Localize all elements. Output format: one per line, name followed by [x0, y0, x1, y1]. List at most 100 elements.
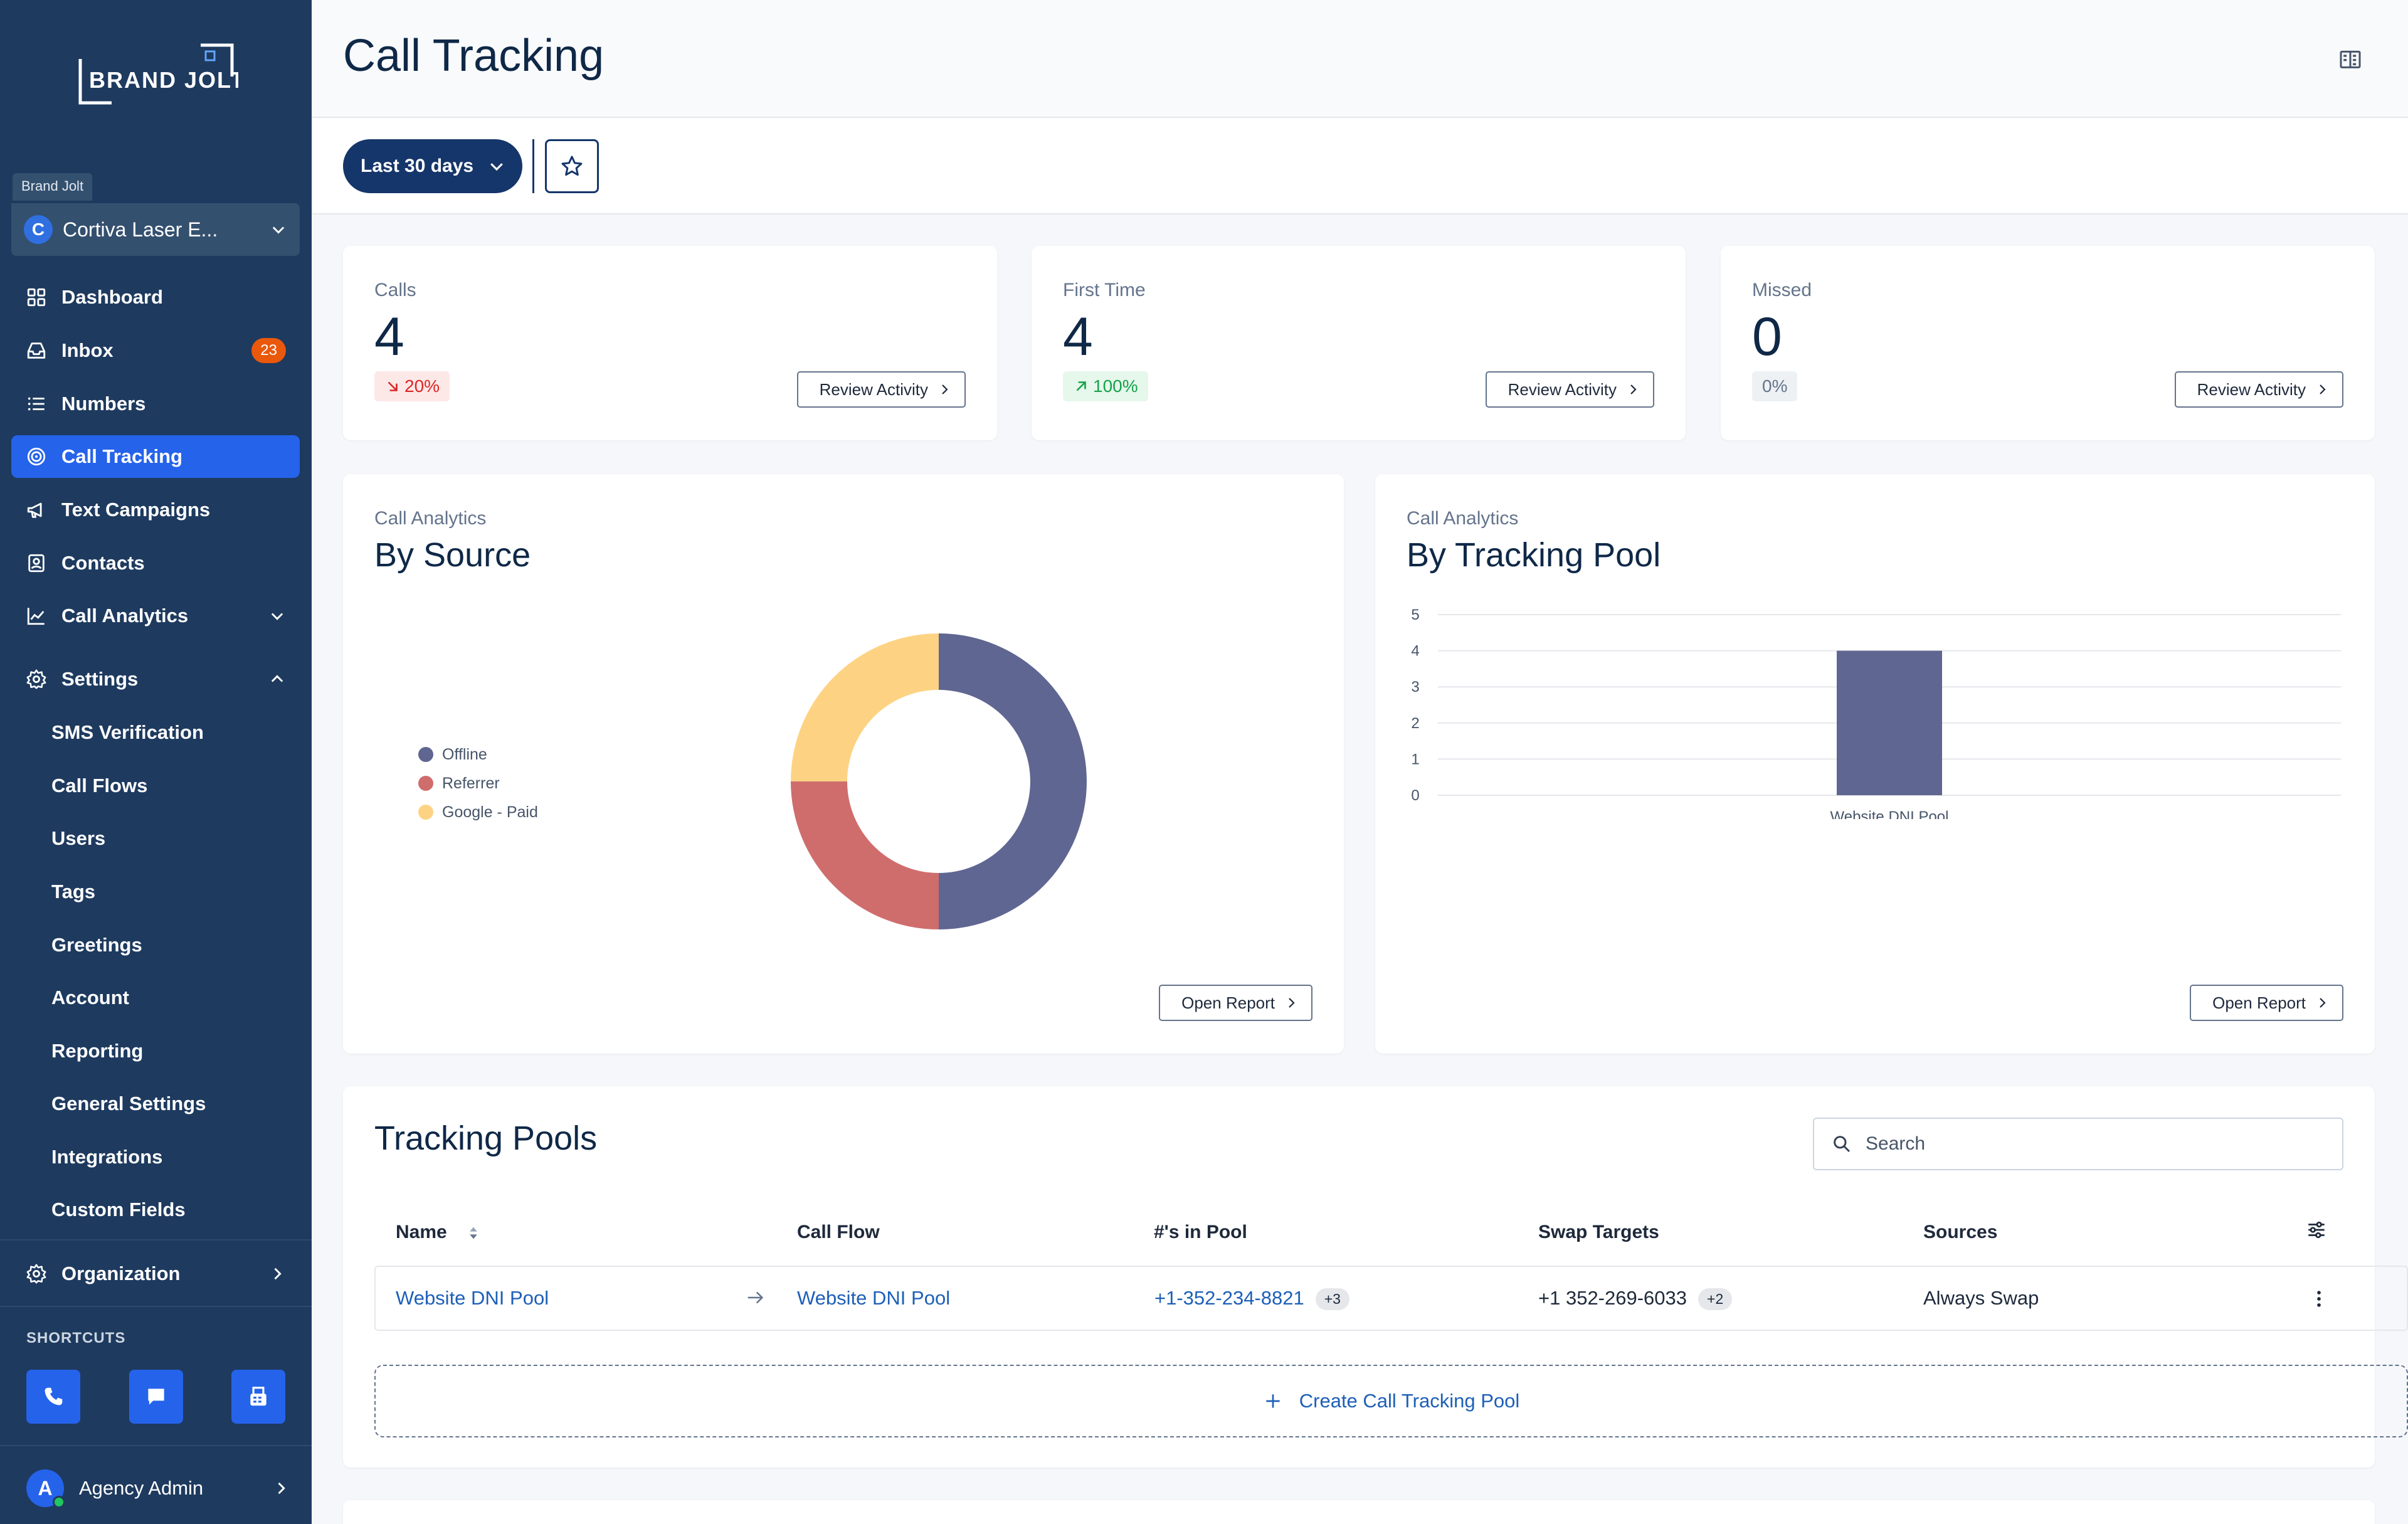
user-menu[interactable]: A Agency Admin: [26, 1468, 290, 1509]
column-header-call-flow: Call Flow: [797, 1222, 880, 1242]
sidebar-item-dashboard[interactable]: Dashboard: [11, 276, 300, 319]
legend-item[interactable]: Referrer: [418, 769, 538, 798]
favorite-button[interactable]: [545, 139, 599, 193]
plus-icon: [1266, 1394, 1280, 1408]
sidebar-item-label: Call Analytics: [61, 605, 189, 627]
sidebar-item-label: Organization: [61, 1262, 181, 1284]
message-icon: [148, 1389, 164, 1405]
create-call-tracking-pool-button[interactable]: Create Call Tracking Pool: [374, 1365, 2408, 1437]
sidebar-item-label: Dashboard: [61, 286, 163, 308]
legend-swatch: [418, 776, 433, 791]
sort-icon[interactable]: [465, 1224, 482, 1242]
chevron-right-icon: [2320, 998, 2326, 1008]
y-tick-label: 3: [1411, 679, 1419, 696]
settings-item-sms-verification[interactable]: SMS Verification: [51, 721, 204, 743]
swap-target-value: +1 352-269-6033: [1538, 1287, 1687, 1309]
y-tick-label: 0: [1411, 787, 1419, 804]
donut-slice-google-paid[interactable]: [791, 633, 939, 781]
settings-item-call-flows[interactable]: Call Flows: [51, 775, 148, 796]
sidebar-item-contacts[interactable]: Contacts: [11, 542, 300, 585]
open-report-button[interactable]: Open Report: [1159, 985, 1312, 1021]
donut-slice-offline[interactable]: [939, 633, 1087, 929]
legend-swatch: [418, 747, 433, 762]
chevron-down-icon: [490, 163, 503, 171]
account-selector[interactable]: C Cortiva Laser E...: [11, 203, 300, 256]
search-field[interactable]: [1813, 1118, 2343, 1170]
date-range-label: Last 30 days: [361, 156, 474, 176]
column-header-sources: Sources: [1923, 1222, 1998, 1242]
card-title: By Source: [374, 536, 531, 574]
settings-item-custom-fields[interactable]: Custom Fields: [51, 1199, 186, 1220]
settings-item-account[interactable]: Account: [51, 987, 129, 1008]
chevron-right-icon: [274, 1267, 282, 1280]
column-settings-icon[interactable]: [2306, 1219, 2327, 1241]
swap-targets-cell: +1 352-269-6033 +2: [1538, 1287, 1733, 1311]
settings-item-greetings[interactable]: Greetings: [51, 934, 142, 956]
sidebar-item-organization[interactable]: Organization: [11, 1252, 300, 1295]
open-report-button[interactable]: Open Report: [2190, 985, 2343, 1021]
card-title: By Tracking Pool: [1407, 536, 1661, 574]
bar[interactable]: [1837, 650, 1942, 795]
shortcut-message-button[interactable]: [129, 1370, 183, 1424]
sidebar-item-text-campaigns[interactable]: Text Campaigns: [11, 489, 300, 531]
sidebar-item-inbox[interactable]: Inbox 23: [11, 329, 300, 372]
brand-logo[interactable]: BRAND JOLT: [75, 41, 244, 107]
more-targets-chip[interactable]: +2: [1698, 1288, 1733, 1311]
card-eyebrow: Call Analytics: [1407, 508, 1519, 529]
card-eyebrow: Call Analytics: [374, 508, 487, 529]
gear-icon: [25, 668, 48, 691]
pool-name-link[interactable]: Website DNI Pool: [396, 1287, 549, 1309]
building-icon[interactable]: [2338, 46, 2363, 71]
contact-card-icon: [25, 552, 48, 574]
sidebar-item-numbers[interactable]: Numbers: [11, 383, 300, 425]
sidebar-item-settings[interactable]: Settings: [11, 658, 300, 701]
sidebar-item-call-analytics[interactable]: Call Analytics: [11, 595, 300, 637]
chart-legend: Offline Referrer Google - Paid: [418, 740, 538, 827]
legend-swatch: [418, 805, 433, 820]
legend-item[interactable]: Google - Paid: [418, 798, 538, 827]
settings-item-general-settings[interactable]: General Settings: [51, 1093, 206, 1114]
shortcut-dialpad-button[interactable]: [231, 1370, 285, 1424]
legend-item[interactable]: Offline: [418, 740, 538, 769]
settings-item-integrations[interactable]: Integrations: [51, 1146, 163, 1168]
toolbar-divider: [532, 139, 534, 193]
account-avatar: C: [24, 215, 53, 244]
chevron-down-icon: [272, 226, 285, 234]
online-status-dot: [53, 1496, 65, 1508]
column-header-name[interactable]: Name: [396, 1222, 482, 1243]
settings-item-tags[interactable]: Tags: [51, 881, 96, 902]
svg-text:BRAND JOLT: BRAND JOLT: [89, 67, 238, 93]
review-activity-button[interactable]: Review Activity: [2174, 371, 2343, 408]
more-vertical-icon[interactable]: [2308, 1288, 2330, 1310]
search-input[interactable]: [1866, 1133, 2305, 1155]
date-range-button[interactable]: Last 30 days: [343, 139, 522, 193]
call-flow-link[interactable]: Website DNI Pool: [797, 1287, 951, 1309]
list-icon: [25, 393, 48, 415]
review-activity-button[interactable]: Review Activity: [1485, 371, 1654, 408]
shortcut-call-button[interactable]: [26, 1370, 80, 1424]
pool-numbers-cell: +1-352-234-8821 +3: [1154, 1287, 1349, 1311]
review-activity-button[interactable]: Review Activity: [796, 371, 966, 408]
sidebar-divider: [0, 1306, 312, 1307]
sidebar-item-label: Text Campaigns: [61, 499, 211, 521]
brand-logo-icon: BRAND JOLT: [78, 43, 244, 105]
more-numbers-chip[interactable]: +3: [1315, 1288, 1349, 1311]
grid-icon: [25, 286, 48, 309]
sidebar-item-label: Contacts: [61, 552, 145, 574]
arrow-down-right-icon: [388, 381, 398, 391]
pool-number-link[interactable]: +1-352-234-8821: [1154, 1287, 1304, 1309]
stat-label: First Time: [1063, 280, 1146, 300]
chevron-right-icon: [2320, 384, 2326, 394]
chevron-up-icon: [271, 675, 283, 682]
donut-slice-referrer[interactable]: [791, 781, 939, 929]
sidebar-item-call-tracking[interactable]: Call Tracking: [11, 435, 300, 478]
chevron-right-icon: [1289, 998, 1295, 1008]
table-row[interactable]: Website DNI Pool Website DNI Pool +1-352…: [374, 1266, 2408, 1331]
tracking-pools-card: Tracking Pools Name Call Flow #'s in Poo…: [343, 1086, 2408, 1468]
sidebar-item-label: Inbox: [61, 339, 114, 361]
settings-item-users[interactable]: Users: [51, 827, 106, 849]
stat-change-badge: 20%: [374, 371, 450, 401]
column-header-numbers: #'s in Pool: [1154, 1222, 1247, 1242]
account-name: Cortiva Laser E...: [63, 218, 218, 241]
settings-item-reporting[interactable]: Reporting: [51, 1040, 144, 1062]
